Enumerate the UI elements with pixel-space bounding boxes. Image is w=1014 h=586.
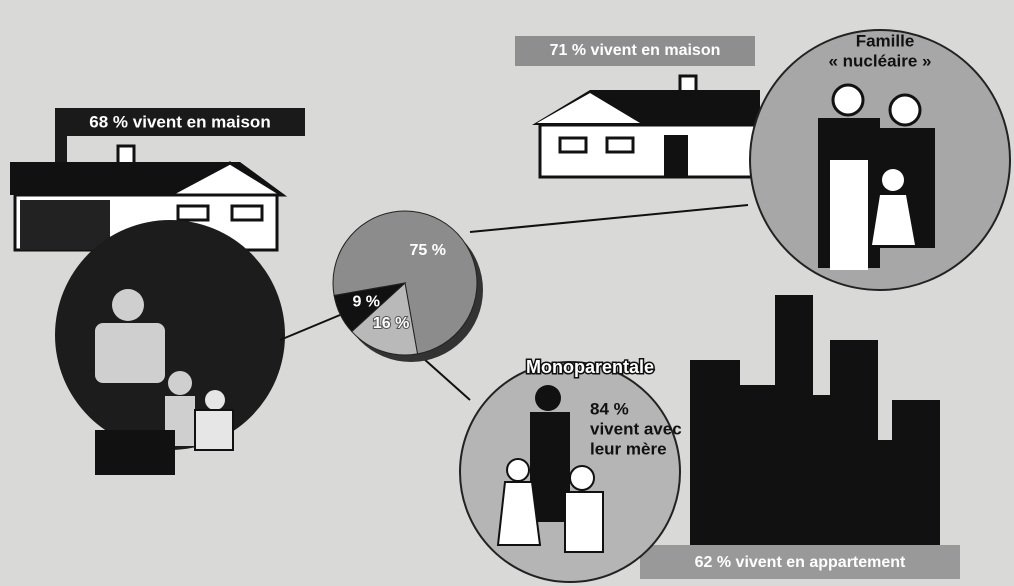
person (95, 323, 165, 383)
mother-label: 84 % (590, 399, 629, 418)
person (890, 95, 920, 125)
pie: 75 % 16 % 9 % (333, 211, 483, 362)
building (874, 440, 896, 560)
person (195, 410, 233, 450)
building (690, 360, 740, 560)
person (168, 371, 192, 395)
page: {"chart_data": {"type": "pie", "values":… (0, 0, 1014, 586)
leader-line (470, 205, 748, 232)
person (882, 169, 904, 191)
leader-line (280, 315, 340, 340)
right-house-label: 71 % vivent en maison (550, 42, 721, 59)
person (535, 385, 561, 411)
nuclear-family-label: « nucléaire » (828, 51, 931, 70)
building (805, 395, 835, 560)
person (830, 160, 868, 270)
pie-label: 75 % (409, 242, 445, 259)
person (498, 482, 540, 545)
person (833, 85, 863, 115)
apartment-scene: Monoparentale 84 % vivent avec leur mère… (460, 295, 960, 582)
garage (20, 200, 110, 250)
right-house-scene: Famille « nucléaire » 71 % vivent en mai… (515, 30, 1010, 290)
door (664, 135, 688, 177)
infographic: 68 % vivent en maison Famille « nucléair… (0, 0, 1014, 586)
person (565, 492, 603, 552)
apartment-label: 62 % vivent en appartement (695, 554, 906, 571)
nuclear-family-label: Famille (856, 31, 915, 50)
building (735, 385, 780, 560)
left-house-scene: 68 % vivent en maison (10, 108, 305, 475)
single-parent-label: Monoparentale (526, 357, 654, 377)
person (112, 289, 144, 321)
window (560, 138, 586, 152)
building (892, 400, 940, 560)
mother-label: vivent avec (590, 419, 682, 438)
window (232, 206, 262, 220)
pie-label: 9 % (352, 293, 380, 310)
legs (95, 430, 175, 475)
window (607, 138, 633, 152)
left-house-label: 68 % vivent en maison (89, 112, 270, 131)
mother-label: leur mère (590, 439, 667, 458)
person (205, 390, 225, 410)
window (178, 206, 208, 220)
pie-label: 16 % (373, 315, 409, 332)
person (570, 466, 594, 490)
building (830, 340, 878, 560)
person (507, 459, 529, 481)
